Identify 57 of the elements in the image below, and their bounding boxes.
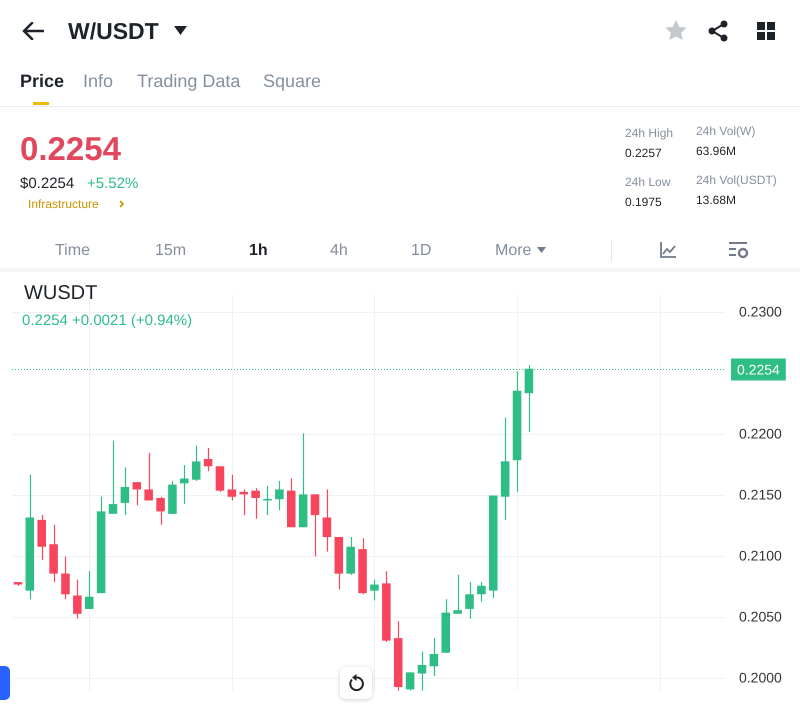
- candlestick: [453, 574, 462, 614]
- y-tick-label: 0.2050: [739, 608, 782, 624]
- candlestick: [465, 582, 474, 620]
- text: 0.2254: [20, 130, 121, 167]
- candlestick: [406, 672, 414, 691]
- text: 0.1975: [625, 195, 662, 209]
- text: 13.68M: [696, 193, 736, 207]
- text: Trading Data: [137, 71, 240, 91]
- candlestick: [180, 464, 189, 505]
- candlestick: [156, 496, 165, 526]
- candlestick: [430, 638, 438, 677]
- candlestick: [370, 579, 379, 601]
- text: Price: [20, 71, 64, 91]
- text: 24h Vol(USDT): [696, 173, 777, 187]
- text: 0.2257: [625, 146, 662, 160]
- candlestick: [239, 488, 248, 516]
- text: 4h: [330, 242, 348, 259]
- text: Info: [83, 71, 114, 91]
- text: 24h Low: [625, 175, 670, 189]
- candlestick: [73, 579, 82, 620]
- candlestick: [251, 488, 260, 520]
- candlestick: [132, 482, 142, 506]
- text: 15m: [155, 242, 186, 259]
- candlestick: [477, 582, 486, 602]
- candlestick: [263, 485, 272, 516]
- text: Infrastructure: [28, 197, 99, 211]
- text: Square: [263, 71, 322, 91]
- candlestick: [120, 466, 130, 516]
- text: 1h: [249, 242, 268, 259]
- y-tick-label: 0.2150: [739, 486, 782, 502]
- text: 24h Vol(W): [696, 124, 756, 138]
- text: +5.52%: [87, 175, 138, 192]
- text: $0.2254: [20, 175, 74, 192]
- y-tick-label: 0.2100: [739, 547, 782, 564]
- y-tick-label: 0.2300: [739, 304, 782, 320]
- candlestick: [61, 556, 70, 600]
- chart-title: WUSDT: [24, 282, 98, 304]
- candlestick: [228, 474, 236, 502]
- y-tick-label: 0.2200: [739, 425, 782, 442]
- text: Time: [55, 242, 90, 259]
- candlestick: [192, 444, 200, 482]
- candlestick: [310, 494, 320, 558]
- y-tick-label: 0.2000: [739, 669, 782, 686]
- candlestick: [144, 452, 153, 502]
- candlestick: [275, 480, 284, 511]
- candlestick: [108, 440, 118, 514]
- text: 1D: [411, 242, 432, 259]
- text: More: [495, 242, 532, 259]
- text: 0.2254 +0.0021 (+0.94%): [22, 312, 192, 329]
- candlestick: [418, 650, 426, 691]
- text: W/USDT: [68, 18, 159, 44]
- text: 63.96M: [696, 144, 736, 158]
- candlestick: [84, 570, 94, 610]
- candlestick: [204, 447, 212, 472]
- text: 24h High: [625, 126, 674, 140]
- candlestick: [322, 488, 332, 552]
- ref-line-label: 0.2254: [737, 361, 780, 378]
